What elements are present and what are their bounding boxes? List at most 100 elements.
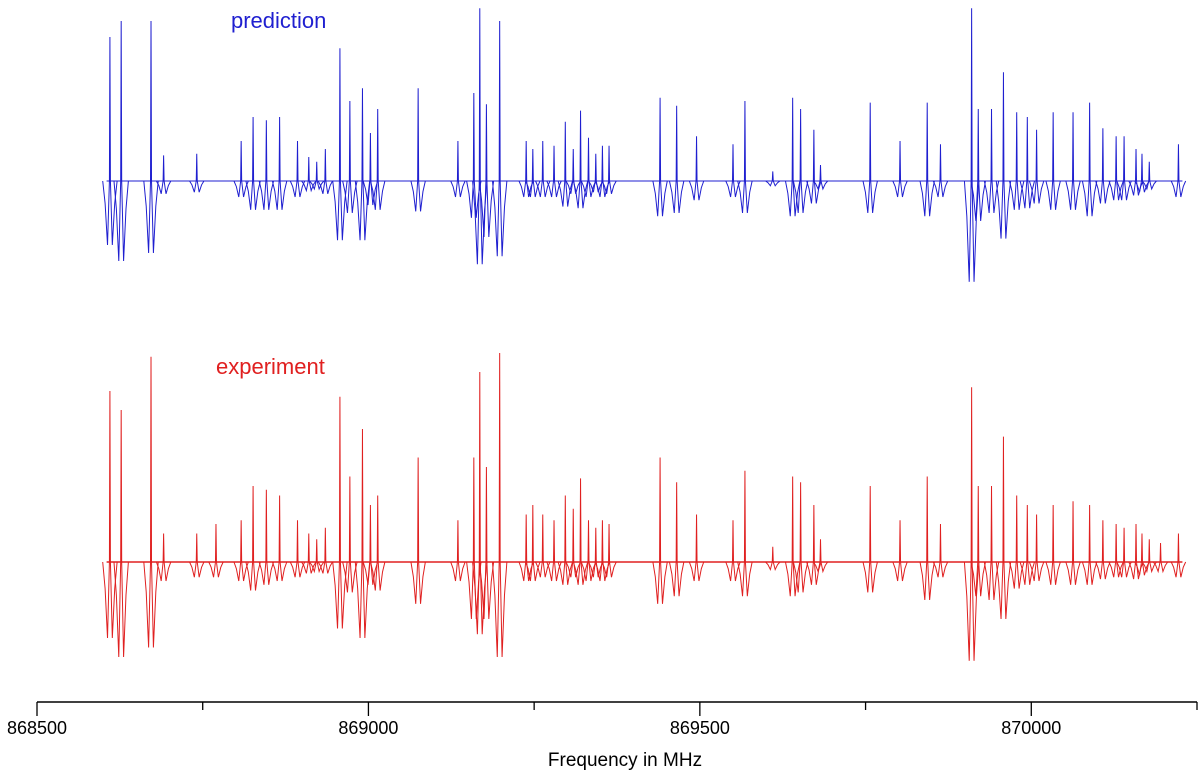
x-axis: 868500 869000 869500 870000 [7, 701, 1198, 738]
prediction-line-8 [271, 116, 288, 210]
prediction-line-19 [450, 140, 466, 198]
experiment-line-57 [1045, 504, 1061, 585]
experiment-line-25 [518, 514, 534, 582]
x-tick-label: 868500 [7, 718, 67, 738]
experiment-line-34 [594, 520, 611, 582]
experiment-line-16 [354, 428, 371, 639]
prediction-line-11 [309, 161, 325, 191]
prediction-line-28 [557, 121, 573, 207]
experiment-line-23 [478, 466, 495, 620]
experiment-line-47 [892, 520, 908, 582]
experiment-line-55 [1019, 504, 1035, 585]
prediction-line-20 [466, 92, 482, 218]
prediction-line-44 [812, 164, 829, 191]
series-label-prediction: prediction [231, 8, 327, 33]
experiment-line-32 [580, 520, 597, 582]
prediction-line-51 [983, 108, 1000, 214]
prediction-line-12 [317, 148, 333, 194]
prediction-line-43 [806, 129, 822, 204]
prediction-line-10 [301, 156, 317, 193]
experiment-line-48 [919, 476, 935, 601]
experiment-line-42 [784, 476, 801, 597]
experiment-line-35 [601, 523, 617, 578]
experiment-line-5 [208, 523, 224, 578]
experiment-line-65 [1141, 539, 1157, 574]
prediction-line-6 [245, 116, 261, 210]
prediction-line-65 [1170, 144, 1187, 198]
prediction-line-30 [572, 110, 589, 209]
prediction-line-41 [784, 97, 801, 217]
prediction-line-7 [258, 120, 275, 210]
experiment-line-45 [812, 539, 829, 574]
prediction-line-5 [233, 140, 249, 198]
experiment-line-4 [189, 533, 205, 578]
experiment-line-18 [370, 495, 386, 591]
experiment-line-26 [525, 504, 541, 582]
experiment-line-6 [233, 520, 249, 582]
experiment-line-41 [765, 546, 781, 572]
prediction-line-64 [1141, 161, 1157, 191]
experiment-line-20 [450, 520, 466, 582]
x-tick-label: 869000 [338, 718, 398, 738]
experiment-line-15 [342, 476, 358, 593]
experiment-line-59 [1081, 504, 1098, 585]
experiment-line-21 [466, 457, 482, 620]
experiment-line-49 [932, 523, 949, 578]
experiment-line-0 [102, 390, 118, 639]
prediction-line-45 [862, 102, 878, 214]
prediction-line-4 [189, 153, 205, 193]
prediction-line-25 [525, 148, 541, 198]
experiment-line-12 [309, 539, 325, 574]
prediction-line-57 [1065, 112, 1081, 210]
prediction-line-33 [594, 145, 611, 198]
prediction-line-48 [932, 144, 949, 198]
prediction-line-18 [410, 88, 426, 212]
prediction-line-40 [765, 171, 781, 187]
experiment-line-46 [862, 485, 878, 593]
prediction-line-54 [1019, 116, 1035, 209]
experiment-line-60 [1095, 520, 1111, 580]
experiment-line-7 [245, 485, 261, 591]
prediction-line-52 [995, 72, 1012, 239]
prediction-line-29 [565, 148, 581, 194]
prediction-line-49 [963, 8, 980, 282]
experiment-line-8 [258, 489, 275, 585]
prediction-line-38 [725, 144, 741, 198]
prediction-line-27 [546, 145, 562, 198]
prediction-line-16 [362, 132, 379, 206]
experiment-line-67 [1170, 533, 1187, 578]
prediction-line-61 [1116, 136, 1132, 201]
experiment-line-10 [289, 520, 306, 578]
prediction-line-46 [892, 140, 908, 198]
x-axis-title: Frequency in MHz [547, 750, 703, 771]
experiment-line-24 [491, 352, 508, 658]
experiment-series [102, 352, 1187, 661]
experiment-line-38 [688, 514, 705, 582]
experiment-line-40 [737, 470, 753, 597]
prediction-line-0 [102, 36, 118, 246]
prediction-line-60 [1108, 136, 1124, 201]
experiment-line-29 [557, 495, 573, 585]
experiment-line-61 [1108, 523, 1124, 578]
experiment-line-66 [1152, 542, 1169, 574]
prediction-line-58 [1081, 102, 1098, 217]
prediction-line-59 [1095, 128, 1111, 204]
x-tick-label: 869500 [670, 718, 730, 738]
experiment-line-28 [546, 520, 562, 582]
prediction-line-34 [601, 145, 617, 194]
experiment-line-63 [1128, 523, 1144, 580]
experiment-line-36 [652, 457, 668, 604]
prediction-line-1 [113, 20, 129, 262]
prediction-line-37 [688, 136, 705, 201]
prediction-line-2 [143, 20, 159, 254]
experiment-line-30 [565, 508, 581, 578]
prediction-line-50 [970, 108, 986, 222]
prediction-line-13 [332, 48, 348, 241]
prediction-line-9 [289, 140, 306, 198]
prediction-line-3 [155, 155, 172, 194]
experiment-line-31 [572, 478, 589, 585]
prediction-line-53 [1009, 112, 1025, 210]
prediction-line-42 [792, 108, 809, 214]
experiment-line-39 [725, 520, 741, 582]
